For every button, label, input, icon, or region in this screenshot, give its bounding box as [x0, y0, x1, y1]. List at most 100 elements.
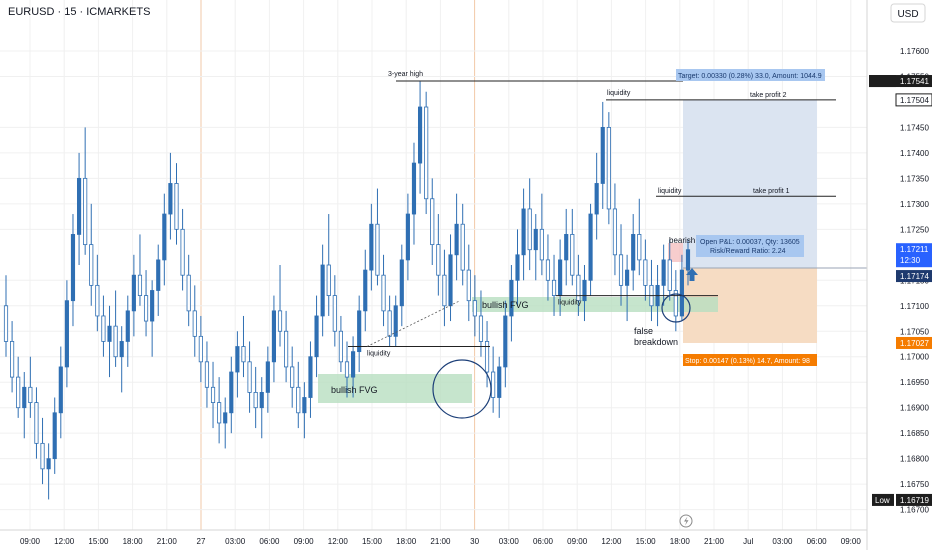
- candle[interactable]: [162, 193, 167, 286]
- candle[interactable]: [600, 101, 605, 209]
- candles[interactable]: [3, 81, 691, 500]
- candle[interactable]: [594, 152, 599, 240]
- candle[interactable]: [223, 397, 228, 449]
- candle[interactable]: [284, 310, 289, 383]
- candle[interactable]: [454, 193, 459, 281]
- candle[interactable]: [381, 254, 386, 327]
- candle[interactable]: [210, 361, 216, 429]
- candle[interactable]: [448, 234, 453, 322]
- candle[interactable]: [588, 203, 593, 296]
- candle[interactable]: [131, 254, 136, 337]
- candle[interactable]: [168, 152, 173, 240]
- candle[interactable]: [551, 254, 557, 316]
- candle[interactable]: [643, 239, 648, 301]
- candle[interactable]: [229, 356, 234, 434]
- candle[interactable]: [113, 290, 118, 367]
- symbol-header[interactable]: EURUSD · 15 · ICMARKETS: [8, 6, 150, 18]
- candle[interactable]: [491, 346, 496, 413]
- candle[interactable]: [241, 315, 246, 378]
- candle[interactable]: [247, 341, 252, 413]
- candle[interactable]: [478, 290, 484, 357]
- candle[interactable]: [466, 244, 471, 322]
- candle[interactable]: [363, 249, 368, 332]
- candle[interactable]: [472, 275, 477, 337]
- currency-button-frame[interactable]: [890, 3, 926, 23]
- candle[interactable]: [83, 127, 88, 255]
- candle[interactable]: [3, 275, 9, 357]
- candle[interactable]: [10, 321, 15, 393]
- candle[interactable]: [320, 244, 325, 337]
- candle[interactable]: [174, 163, 179, 245]
- candle[interactable]: [119, 326, 124, 393]
- candle[interactable]: [442, 249, 447, 327]
- candle[interactable]: [64, 280, 69, 388]
- candle[interactable]: [52, 397, 57, 474]
- candle[interactable]: [527, 178, 532, 271]
- candle[interactable]: [399, 244, 404, 327]
- candle[interactable]: [625, 254, 630, 322]
- candle[interactable]: [612, 183, 618, 276]
- candle[interactable]: [332, 275, 337, 347]
- candle[interactable]: [430, 178, 435, 265]
- candle[interactable]: [576, 254, 581, 316]
- candle[interactable]: [387, 295, 392, 347]
- candle[interactable]: [509, 265, 514, 342]
- candle[interactable]: [101, 295, 106, 357]
- candle[interactable]: [637, 198, 642, 276]
- candle[interactable]: [137, 234, 143, 306]
- candle[interactable]: [618, 224, 624, 306]
- candle[interactable]: [424, 91, 429, 215]
- candle[interactable]: [156, 244, 161, 316]
- currency-button[interactable]: USD: [897, 9, 918, 20]
- candle[interactable]: [277, 265, 283, 347]
- candle[interactable]: [344, 341, 350, 398]
- candle[interactable]: [290, 346, 295, 408]
- candle[interactable]: [326, 214, 331, 316]
- candle[interactable]: [70, 214, 76, 327]
- candle[interactable]: [22, 372, 27, 439]
- candle[interactable]: [198, 315, 203, 383]
- candle[interactable]: [107, 305, 112, 378]
- candle[interactable]: [192, 285, 197, 357]
- candle[interactable]: [405, 193, 410, 281]
- candle[interactable]: [393, 295, 398, 347]
- candle[interactable]: [253, 366, 258, 429]
- candle[interactable]: [308, 341, 313, 418]
- candle[interactable]: [314, 295, 319, 378]
- candle[interactable]: [76, 152, 82, 265]
- candle[interactable]: [673, 270, 678, 332]
- candle[interactable]: [606, 112, 611, 225]
- candle[interactable]: [302, 382, 307, 439]
- candle[interactable]: [125, 295, 130, 367]
- candle[interactable]: [497, 356, 502, 418]
- candle[interactable]: [436, 214, 441, 296]
- candle[interactable]: [570, 208, 575, 286]
- candle[interactable]: [150, 280, 155, 357]
- candle[interactable]: [564, 208, 569, 286]
- candle[interactable]: [679, 254, 684, 322]
- candle[interactable]: [259, 377, 264, 439]
- candle[interactable]: [357, 295, 362, 373]
- candle[interactable]: [521, 188, 526, 281]
- candle[interactable]: [369, 203, 374, 291]
- candle[interactable]: [186, 254, 191, 327]
- lightning-bolt-icon[interactable]: [679, 514, 693, 528]
- candle[interactable]: [631, 214, 636, 291]
- candle[interactable]: [16, 356, 21, 418]
- candle[interactable]: [661, 244, 666, 306]
- candle[interactable]: [204, 341, 210, 408]
- candle[interactable]: [28, 356, 33, 418]
- candle[interactable]: [484, 321, 490, 388]
- candle[interactable]: [40, 417, 45, 485]
- candle[interactable]: [89, 203, 94, 306]
- candle[interactable]: [545, 234, 551, 301]
- candle[interactable]: [375, 188, 380, 286]
- candle[interactable]: [296, 361, 301, 429]
- candle[interactable]: [582, 265, 587, 322]
- candle[interactable]: [217, 377, 222, 444]
- candle[interactable]: [235, 331, 240, 398]
- candle[interactable]: [503, 300, 508, 388]
- candle[interactable]: [460, 203, 465, 286]
- candle[interactable]: [34, 387, 39, 459]
